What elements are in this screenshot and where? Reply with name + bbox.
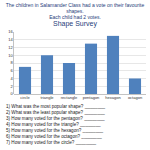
svg-text:8: 8 xyxy=(10,60,13,65)
svg-text:14: 14 xyxy=(8,37,13,42)
html-text:3) How many voted for the pent: 3) How many voted for the pentagon? ____… xyxy=(6,116,105,121)
svg-text:16: 16 xyxy=(8,29,13,34)
svg-text:pentagon: pentagon xyxy=(83,95,100,100)
html-text:7) How many voted for the circ: 7) How many voted for the circle? ______… xyxy=(6,140,97,145)
svg-text:hexagon: hexagon xyxy=(105,95,120,100)
svg-text:4: 4 xyxy=(10,76,13,81)
svg-text:octagon: octagon xyxy=(128,95,142,100)
svg-text:2: 2 xyxy=(10,84,13,89)
svg-text:rectangle: rectangle xyxy=(61,95,78,100)
svg-text:circle: circle xyxy=(20,95,30,100)
html-text:4) How many voted for the tria: 4) How many voted for the triangle? ____… xyxy=(6,122,101,127)
svg-text:12: 12 xyxy=(8,45,13,50)
html-text:Each child had 2 votes.: Each child had 2 votes. xyxy=(49,14,101,20)
svg-text:triangle: triangle xyxy=(40,95,54,100)
svg-text:Shape Survey: Shape Survey xyxy=(53,20,97,28)
html-text:1) What was the most popular s: 1) What was the most popular shape? ____… xyxy=(6,104,106,109)
svg-text:10: 10 xyxy=(8,53,13,58)
svg-text:6: 6 xyxy=(10,68,13,73)
svg-text:0: 0 xyxy=(10,91,13,96)
html-text:5) How many voted for the hexa: 5) How many voted for the hexagon? _____… xyxy=(6,128,103,133)
html-text:The children in Salamander Cla: The children in Salamander Class had a v… xyxy=(5,2,145,14)
html-text:2) What was the least popular: 2) What was the least popular shape? ___… xyxy=(6,110,105,115)
html-text:6) How many voted for the octa: 6) How many voted for the octagon? _____… xyxy=(6,134,102,139)
